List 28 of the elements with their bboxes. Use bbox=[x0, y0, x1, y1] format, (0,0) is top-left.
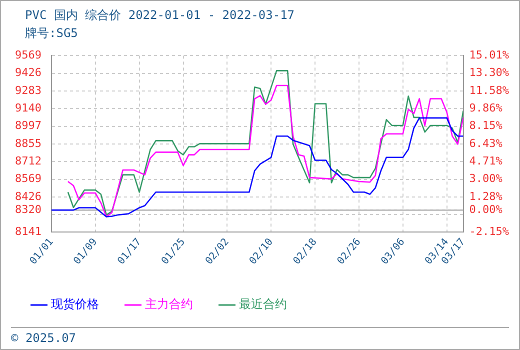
y2-tick-label: 4.71% bbox=[469, 154, 503, 168]
y-tick-label: 9140 bbox=[14, 102, 42, 115]
y2-tick-label: 11.58% bbox=[469, 84, 510, 97]
y2-tick-label: 13.30% bbox=[469, 66, 510, 80]
y-tick-label: 8426 bbox=[14, 190, 42, 203]
y2-tick-label: 0.00% bbox=[469, 202, 503, 216]
y-tick-label: 9283 bbox=[14, 84, 42, 97]
chart-title: PVC 国内 综合价 2022-01-01 - 2022-03-17 bbox=[25, 7, 295, 24]
y2-tick-label: -2.15% bbox=[469, 225, 510, 238]
y2-tick-label: 3.00% bbox=[469, 172, 503, 186]
y2-tick-label: 15.01% bbox=[469, 48, 510, 62]
chart-subtitle: 牌号:SG5 bbox=[25, 25, 78, 42]
y-tick-label: 8320 bbox=[14, 202, 42, 216]
y-tick-label: 8141 bbox=[14, 225, 42, 238]
y-tick-label: 8997 bbox=[14, 119, 42, 132]
y-tick-label: 9569 bbox=[14, 48, 42, 62]
y2-tick-label: 9.86% bbox=[469, 101, 503, 114]
legend-label: 最近合约 bbox=[239, 297, 287, 312]
y2-tick-label: 8.15% bbox=[469, 119, 503, 132]
text: © 2025.07 bbox=[11, 327, 509, 345]
y-tick-label: 8855 bbox=[14, 136, 42, 150]
legend-label: 现货价格 bbox=[51, 297, 99, 312]
y2-tick-label: 6.43% bbox=[469, 136, 503, 150]
y-tick-label: 9426 bbox=[14, 66, 42, 80]
legend-label: 主力合约 bbox=[145, 297, 193, 312]
y2-tick-label: 1.28% bbox=[469, 190, 503, 203]
y-tick-label: 8712 bbox=[14, 154, 42, 168]
y-tick-label: 8569 bbox=[14, 172, 42, 186]
